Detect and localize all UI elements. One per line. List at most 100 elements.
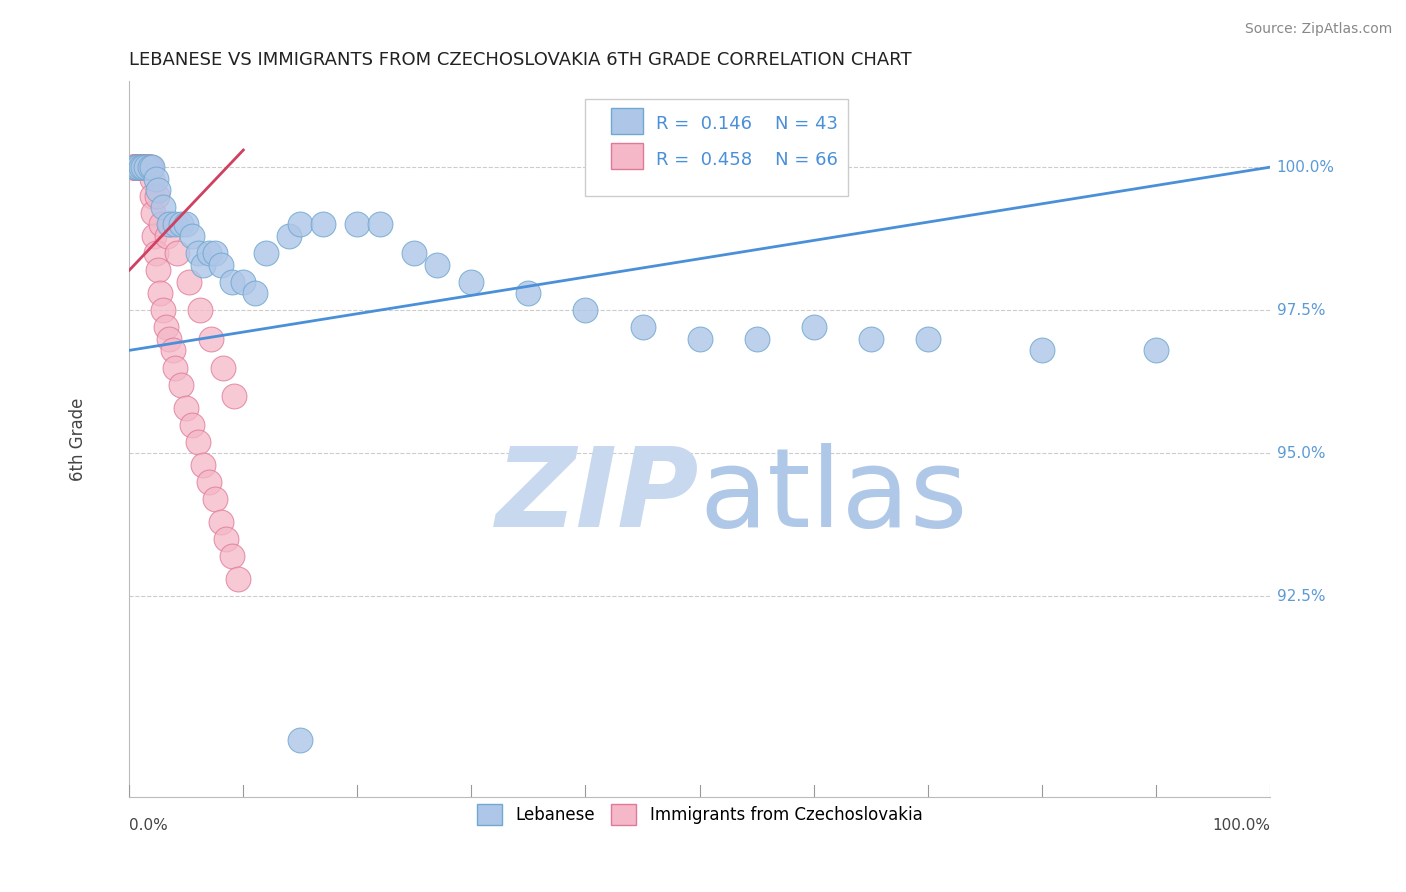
Point xyxy=(368,218,391,232)
Point xyxy=(128,160,150,174)
Point xyxy=(132,160,155,174)
Point xyxy=(200,332,222,346)
Point xyxy=(145,171,167,186)
Text: 100.0%: 100.0% xyxy=(1212,818,1270,833)
Point xyxy=(134,160,156,174)
Point xyxy=(129,160,152,174)
Point xyxy=(176,401,198,415)
Point xyxy=(204,492,226,507)
Point xyxy=(132,160,155,174)
Point xyxy=(125,160,148,174)
Point xyxy=(243,286,266,301)
Point xyxy=(142,206,165,220)
Point xyxy=(159,218,181,232)
Text: 100.0%: 100.0% xyxy=(1277,160,1334,175)
Point xyxy=(162,343,184,358)
Point xyxy=(124,160,146,174)
Point xyxy=(125,160,148,174)
Point xyxy=(1144,343,1167,358)
Point xyxy=(689,332,711,346)
Point xyxy=(181,417,204,432)
Point xyxy=(127,160,149,174)
Point xyxy=(149,286,172,301)
Point xyxy=(631,320,654,334)
Point xyxy=(290,218,312,232)
Point xyxy=(198,475,221,489)
Bar xyxy=(610,144,643,169)
Point xyxy=(132,160,155,174)
Point xyxy=(187,246,209,260)
Point xyxy=(143,228,166,243)
Point xyxy=(135,160,157,174)
Point xyxy=(152,200,174,214)
Point xyxy=(221,549,243,564)
Point xyxy=(122,160,145,174)
Text: R =  0.458    N = 66: R = 0.458 N = 66 xyxy=(657,151,838,169)
Point xyxy=(157,218,180,232)
Text: atlas: atlas xyxy=(700,442,969,549)
Point xyxy=(156,228,179,243)
Point xyxy=(121,160,143,174)
Point xyxy=(169,218,191,232)
Point xyxy=(127,160,149,174)
Point xyxy=(177,275,200,289)
Point xyxy=(121,160,143,174)
Point xyxy=(278,228,301,243)
Point xyxy=(460,275,482,289)
Text: 0.0%: 0.0% xyxy=(129,818,169,833)
Point xyxy=(917,332,939,346)
Point xyxy=(198,246,221,260)
Point xyxy=(145,189,167,203)
Point xyxy=(221,275,243,289)
Point xyxy=(169,377,191,392)
Point xyxy=(346,218,368,232)
Point xyxy=(132,160,155,174)
Point xyxy=(145,246,167,260)
Point xyxy=(131,160,153,174)
Point xyxy=(426,258,449,272)
Text: 95.0%: 95.0% xyxy=(1277,446,1326,461)
Point xyxy=(122,160,145,174)
Point xyxy=(209,515,232,529)
Text: Source: ZipAtlas.com: Source: ZipAtlas.com xyxy=(1244,22,1392,37)
Point xyxy=(226,572,249,586)
Point xyxy=(404,246,426,260)
Point xyxy=(859,332,882,346)
Point xyxy=(155,320,177,334)
Point xyxy=(745,332,768,346)
Point xyxy=(127,160,149,174)
Point xyxy=(139,160,162,174)
Point xyxy=(129,160,152,174)
Point xyxy=(124,160,146,174)
Point xyxy=(224,389,246,403)
Point xyxy=(181,228,204,243)
Text: LEBANESE VS IMMIGRANTS FROM CZECHOSLOVAKIA 6TH GRADE CORRELATION CHART: LEBANESE VS IMMIGRANTS FROM CZECHOSLOVAK… xyxy=(129,51,912,69)
Point xyxy=(204,246,226,260)
Point xyxy=(176,218,198,232)
Point xyxy=(127,160,149,174)
Point xyxy=(136,160,159,174)
Point xyxy=(517,286,540,301)
Point xyxy=(146,183,169,197)
Legend: Lebanese, Immigrants from Czechoslovakia: Lebanese, Immigrants from Czechoslovakia xyxy=(470,797,929,831)
Text: 6th Grade: 6th Grade xyxy=(69,397,87,481)
Point xyxy=(131,160,153,174)
Text: 92.5%: 92.5% xyxy=(1277,589,1326,604)
Point xyxy=(121,160,143,174)
Text: 97.5%: 97.5% xyxy=(1277,302,1326,318)
Point xyxy=(193,258,215,272)
Point xyxy=(163,360,186,375)
Point xyxy=(187,434,209,449)
Point xyxy=(136,160,159,174)
Point xyxy=(132,160,155,174)
Point xyxy=(141,189,163,203)
Point xyxy=(128,160,150,174)
Point xyxy=(254,246,277,260)
FancyBboxPatch shape xyxy=(585,99,848,196)
Point xyxy=(163,218,186,232)
Point xyxy=(146,263,169,277)
Point xyxy=(193,458,215,472)
Point xyxy=(124,160,146,174)
Point xyxy=(574,303,596,318)
Point xyxy=(135,160,157,174)
